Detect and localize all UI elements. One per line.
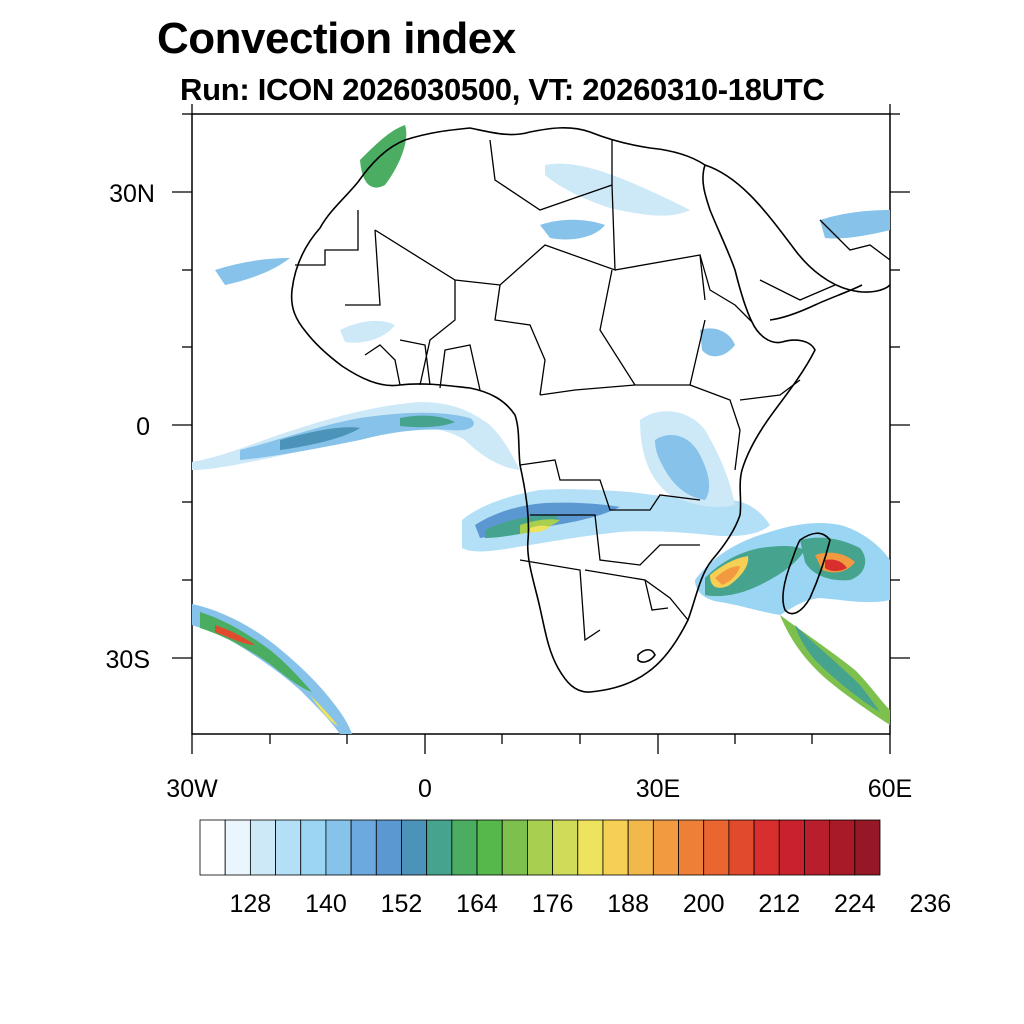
colorbar-swatch	[854, 819, 881, 876]
chart-title: Convection index	[157, 14, 516, 63]
colorbar-label: 164	[456, 890, 498, 918]
colorbar-label: 224	[834, 890, 876, 918]
colorbar-label: 200	[683, 890, 725, 918]
colorbar-label: 212	[758, 890, 800, 918]
colorbar-swatch	[627, 819, 654, 876]
colorbar-swatch	[501, 819, 528, 876]
colorbar-swatch	[325, 819, 352, 876]
colorbar-swatch	[728, 819, 755, 876]
colorbar-swatch	[300, 819, 327, 876]
colorbar-swatch	[275, 819, 302, 876]
colorbar-swatch	[224, 819, 251, 876]
colorbar-swatch	[350, 819, 377, 876]
lat-label-30s: 30S	[106, 646, 150, 674]
colorbar-swatch	[652, 819, 679, 876]
colorbar-label: 176	[532, 890, 574, 918]
colorbar-swatch	[577, 819, 604, 876]
colorbar-swatch	[476, 819, 503, 876]
colorbar-swatch	[829, 819, 856, 876]
axis-ticks	[172, 104, 910, 754]
colorbar-label: 188	[607, 890, 649, 918]
colorbar-swatch	[778, 819, 805, 876]
colorbar-swatch	[375, 819, 402, 876]
lat-label-30n: 30N	[109, 180, 155, 208]
lat-label-0: 0	[136, 413, 150, 441]
colorbar-swatch	[401, 819, 428, 876]
lon-label-30e: 30E	[636, 775, 680, 803]
lon-label-30w: 30W	[166, 775, 218, 803]
colorbar-labels: 128 140 152 164 176 188 200 212 224 236	[230, 890, 952, 918]
convection-field	[192, 125, 890, 734]
colorbar-swatch	[249, 819, 276, 876]
colorbar-label: 152	[381, 890, 423, 918]
colorbar-swatch	[678, 819, 705, 876]
country-borders-icon	[295, 139, 890, 642]
colorbar-swatch	[552, 819, 579, 876]
colorbar	[199, 819, 881, 876]
coastline-icon	[290, 127, 890, 693]
colorbar-swatch	[804, 819, 831, 876]
colorbar-swatch	[451, 819, 478, 876]
colorbar-swatch	[527, 819, 553, 876]
colorbar-swatch	[199, 819, 226, 876]
plot-frame	[191, 113, 891, 735]
colorbar-label: 128	[230, 890, 272, 918]
colorbar-swatch	[602, 819, 629, 876]
colorbar-swatch	[753, 819, 780, 876]
colorbar-swatch	[703, 819, 730, 876]
lon-label-60e: 60E	[868, 775, 912, 803]
lon-label-0: 0	[418, 775, 432, 803]
colorbar-swatch	[426, 819, 453, 876]
colorbar-label: 140	[305, 890, 347, 918]
chart-subtitle: Run: ICON 2026030500, VT: 20260310-18UTC	[180, 72, 825, 107]
colorbar-label: 236	[910, 890, 952, 918]
